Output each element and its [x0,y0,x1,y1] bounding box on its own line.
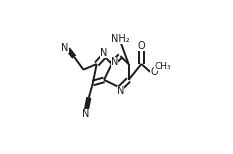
Text: O: O [150,67,158,77]
Text: N: N [61,43,69,53]
Text: O: O [137,41,145,51]
Text: N: N [111,57,118,67]
Text: CH₃: CH₃ [154,62,171,71]
Text: N: N [117,86,124,96]
Text: NH₂: NH₂ [111,34,130,44]
Text: N: N [82,109,90,119]
Text: N: N [99,48,107,58]
